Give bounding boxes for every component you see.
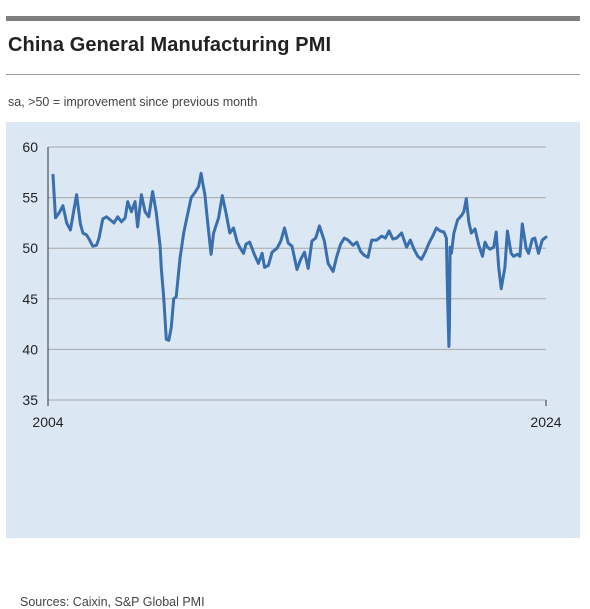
x-tick-label: 2004 [32,414,63,430]
source-note: Sources: Caixin, S&P Global PMI [20,595,205,609]
series-line-0 [51,171,548,348]
line-chart: 60 55 50 45 40 35 2004 2024 [22,139,561,430]
y-tick-label: 35 [22,392,38,408]
top-rule [6,16,580,21]
chart-title: China General Manufacturing PMI [8,34,332,56]
y-tick-label: 50 [22,240,38,256]
chart-subtitle: sa, >50 = improvement since previous mon… [8,95,258,109]
y-tick-label: 40 [22,341,38,357]
x-tick-label: 2024 [530,414,561,430]
title-divider [6,74,580,75]
y-tick-label: 45 [22,291,38,307]
chart-panel: 60 55 50 45 40 35 2004 2024 Sources: Caixin, S&… [6,122,580,609]
y-tick-label: 55 [22,190,38,206]
y-tick-label: 60 [22,139,38,155]
